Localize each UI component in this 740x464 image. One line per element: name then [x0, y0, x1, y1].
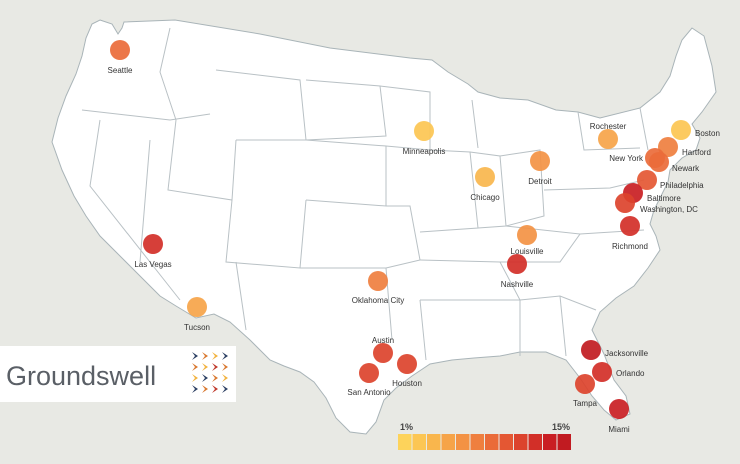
city-label-las-vegas: Las Vegas: [134, 260, 171, 269]
city-label-jacksonville: Jacksonville: [605, 349, 649, 358]
city-label-nashville: Nashville: [501, 280, 534, 289]
city-marker-san-antonio: [359, 363, 379, 383]
city-label-boston: Boston: [695, 129, 720, 138]
city-label-minneapolis: Minneapolis: [403, 147, 446, 156]
city-label-san-antonio: San Antonio: [347, 388, 391, 397]
legend-swatch: [470, 434, 484, 450]
city-label-chicago: Chicago: [470, 193, 500, 202]
city-marker-las-vegas: [143, 234, 163, 254]
city-marker-louisville: [517, 225, 537, 245]
city-label-oklahoma-city: Oklahoma City: [352, 296, 404, 305]
legend-max-label: 15%: [552, 422, 570, 432]
legend: 1% 15%: [398, 422, 571, 450]
legend-swatch: [485, 434, 499, 450]
city-marker-richmond: [620, 216, 640, 236]
chevron-tile: [212, 352, 218, 360]
city-label-seattle: Seattle: [108, 66, 133, 75]
city-marker-tampa: [575, 374, 595, 394]
city-marker-detroit: [530, 151, 550, 171]
chevron-tile: [222, 385, 228, 393]
chevron-tile: [202, 374, 208, 382]
legend-swatch: [456, 434, 470, 450]
chevron-tile: [212, 363, 218, 371]
city-label-miami: Miami: [608, 425, 630, 434]
legend-swatch: [398, 434, 412, 450]
city-marker-philadelphia: [637, 170, 657, 190]
city-marker-newark: [649, 152, 669, 172]
legend-swatch: [543, 434, 557, 450]
state-borders: [81, 27, 649, 361]
legend-swatch: [528, 434, 542, 450]
chevron-tile: [222, 374, 228, 382]
logo-wordmark: Groundswell: [6, 361, 156, 391]
city-marker-rochester: [598, 129, 618, 149]
city-label-richmond: Richmond: [612, 242, 648, 251]
city-marker-oklahoma-city: [368, 271, 388, 291]
chevron-tile: [222, 363, 228, 371]
chevron-mosaic-icon: [192, 352, 228, 393]
city-marker-jacksonville: [581, 340, 601, 360]
city-label-washington-dc: Washington, DC: [640, 205, 698, 214]
city-marker-tucson: [187, 297, 207, 317]
city-label-new-york: New York: [609, 154, 644, 163]
city-markers: Seattle Minneapolis Rochester Boston Hartfor…: [108, 40, 720, 434]
us-land-outline: [51, 19, 717, 435]
city-marker-houston: [397, 354, 417, 374]
chevron-tile: [212, 374, 218, 382]
chevron-tile: [192, 352, 198, 360]
city-label-hartford: Hartford: [682, 148, 711, 157]
city-label-detroit: Detroit: [528, 177, 552, 186]
city-marker-orlando: [592, 362, 612, 382]
chevron-tile: [212, 385, 218, 393]
chevron-tile: [192, 374, 198, 382]
city-label-louisville: Louisville: [511, 247, 544, 256]
city-marker-chicago: [475, 167, 495, 187]
legend-swatch: [441, 434, 455, 450]
legend-swatch: [412, 434, 426, 450]
city-marker-minneapolis: [414, 121, 434, 141]
legend-swatch: [499, 434, 513, 450]
city-label-rochester: Rochester: [590, 122, 627, 131]
city-label-austin: Austin: [372, 336, 394, 345]
legend-min-label: 1%: [400, 422, 413, 432]
chevron-tile: [222, 352, 228, 360]
chevron-tile: [202, 352, 208, 360]
legend-swatch: [514, 434, 528, 450]
chevron-tile: [192, 363, 198, 371]
city-label-tucson: Tucson: [184, 323, 210, 332]
groundswell-logo: Groundswell: [0, 346, 236, 402]
city-marker-washington-dc: [615, 193, 635, 213]
city-marker-austin: [373, 343, 393, 363]
city-label-tampa: Tampa: [573, 399, 598, 408]
city-label-newark: Newark: [672, 164, 700, 173]
city-marker-miami: [609, 399, 629, 419]
chevron-tile: [192, 385, 198, 393]
city-label-orlando: Orlando: [616, 369, 645, 378]
city-label-philadelphia: Philadelphia: [660, 181, 704, 190]
city-marker-nashville: [507, 254, 527, 274]
chevron-tile: [202, 363, 208, 371]
legend-swatch: [427, 434, 441, 450]
city-marker-seattle: [110, 40, 130, 60]
chevron-tile: [202, 385, 208, 393]
city-label-houston: Houston: [392, 379, 422, 388]
city-label-baltimore: Baltimore: [647, 194, 681, 203]
city-marker-boston: [671, 120, 691, 140]
legend-swatch: [557, 434, 571, 450]
